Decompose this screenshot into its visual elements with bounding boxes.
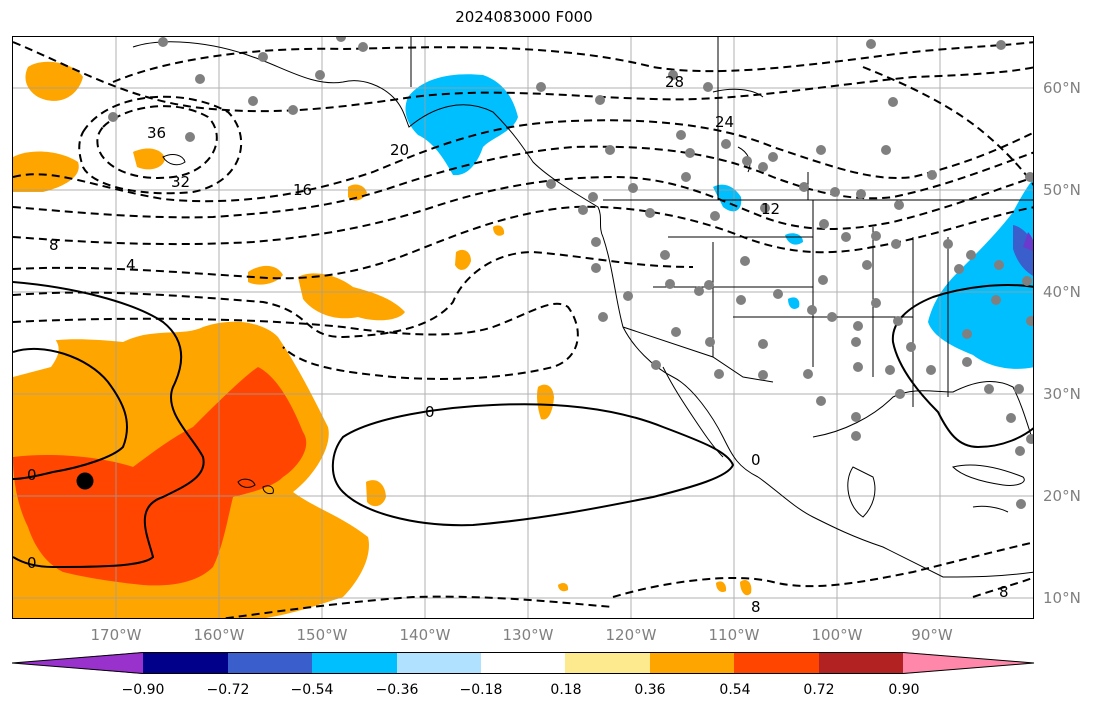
colorbar-tick-label: −0.72 — [206, 682, 250, 698]
colorbar-tick-label: −0.90 — [121, 682, 165, 698]
longitude-label: 90°W — [911, 626, 953, 644]
contour-label: 8 — [49, 236, 59, 254]
map-panel: 28 36 32 24 20 16 12 8 4 0 0 0 0 8 8 — [12, 36, 1034, 619]
colorbar-segment — [481, 652, 566, 674]
contour-label: 36 — [147, 124, 166, 142]
contour-label: 8 — [751, 598, 761, 616]
latitude-label: 30°N — [1043, 385, 1081, 403]
contour-label: 0 — [751, 451, 761, 469]
colorbar-tick-label: 0.72 — [803, 682, 835, 698]
colorbar-segment — [143, 652, 228, 674]
contour-label: 0 — [425, 403, 435, 421]
map-title: 2024083000 F000 — [455, 8, 593, 26]
contour-label: 28 — [665, 73, 684, 91]
colorbar — [12, 652, 1035, 674]
contour-label: 12 — [761, 200, 780, 218]
colorbar-segment — [650, 652, 735, 674]
contour-label: 16 — [293, 181, 312, 199]
colorbar-tick-label: 0.36 — [634, 682, 666, 698]
colorbar-tick-label: −0.18 — [459, 682, 503, 698]
colorbar-tick-label: −0.36 — [375, 682, 419, 698]
longitude-label: 100°W — [811, 626, 863, 644]
colorbar-segment — [228, 652, 313, 674]
colorbar-tick-label: 0.18 — [550, 682, 582, 698]
latitude-label: 20°N — [1043, 487, 1081, 505]
longitude-label: 160°W — [193, 626, 245, 644]
colorbar-segment — [397, 652, 482, 674]
station-dots — [108, 37, 1033, 509]
colorbar-tick-label: 0.90 — [888, 682, 920, 698]
colorbar-segment — [565, 652, 650, 674]
contour-label: 0 — [27, 466, 37, 484]
contour-label: 0 — [27, 554, 37, 572]
colorbar-segment — [312, 652, 397, 674]
dashed-contours — [13, 41, 1033, 618]
coastlines — [132, 37, 1033, 578]
colorbar-tick-label: −0.54 — [290, 682, 334, 698]
positive-anomaly-fill — [13, 61, 752, 618]
latitude-label: 60°N — [1043, 79, 1081, 97]
longitude-label: 170°W — [90, 626, 142, 644]
contour-label: 32 — [171, 173, 190, 191]
contour-labels: 28 36 32 24 20 16 12 8 4 0 0 0 0 8 8 — [27, 73, 1009, 616]
latitude-label: 50°N — [1043, 181, 1081, 199]
colorbar-segment — [903, 652, 1034, 674]
longitude-label: 150°W — [296, 626, 348, 644]
map-canvas: 28 36 32 24 20 16 12 8 4 0 0 0 0 8 8 — [13, 37, 1033, 618]
contour-label: 8 — [999, 583, 1009, 601]
contour-label: 4 — [126, 256, 136, 274]
colorbar-segment — [734, 652, 819, 674]
colorbar-segment — [819, 652, 904, 674]
contour-label: 24 — [715, 113, 734, 131]
contour-label: 20 — [390, 141, 409, 159]
latitude-label: 40°N — [1043, 283, 1081, 301]
colorbar-segment — [12, 652, 143, 674]
location-marker — [76, 472, 94, 490]
colorbar-tick-label: 0.54 — [719, 682, 751, 698]
longitude-label: 120°W — [605, 626, 657, 644]
zero-contours — [13, 281, 1033, 569]
longitude-label: 110°W — [708, 626, 760, 644]
longitude-label: 130°W — [502, 626, 554, 644]
longitude-label: 140°W — [399, 626, 451, 644]
latitude-label: 10°N — [1043, 589, 1081, 607]
